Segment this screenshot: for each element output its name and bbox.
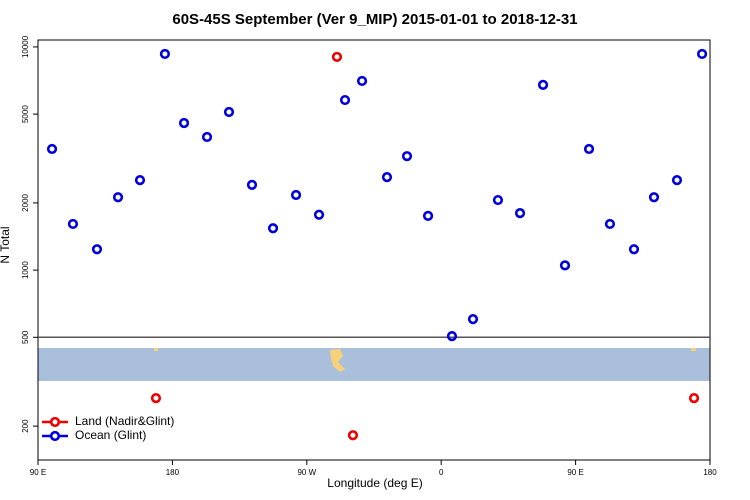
land-shape	[154, 348, 158, 351]
legend-marker	[49, 416, 61, 428]
y-tick-label: 5000	[21, 105, 30, 123]
land-shape	[691, 348, 696, 351]
point	[290, 189, 302, 201]
point	[331, 51, 343, 63]
point	[91, 244, 103, 255]
point	[401, 151, 413, 162]
point	[356, 75, 368, 87]
y-tick-label: 1000	[21, 261, 30, 279]
x-tick-label: 90 E	[30, 468, 46, 477]
x-tick-label: 90 E	[567, 468, 583, 477]
legend-label: Ocean (Glint)	[75, 428, 146, 442]
point	[339, 94, 351, 106]
point	[112, 192, 124, 203]
point	[46, 143, 58, 155]
point	[604, 218, 616, 230]
map-strip	[38, 348, 710, 381]
point	[347, 430, 359, 441]
y-tick-label: 500	[21, 330, 30, 344]
plot-frame	[37, 39, 711, 461]
y-tick-label: 10000	[21, 35, 30, 58]
y-axis-label: N Total	[0, 226, 12, 263]
point	[159, 48, 171, 60]
point	[150, 393, 162, 404]
point	[514, 208, 526, 219]
point	[267, 223, 279, 234]
point	[446, 331, 458, 342]
point	[67, 218, 79, 230]
point	[422, 210, 434, 221]
chart-title: 60S-45S September (Ver 9_MIP) 2015-01-01…	[172, 11, 577, 28]
point	[467, 314, 479, 325]
point	[492, 194, 504, 206]
point	[178, 117, 190, 129]
x-axis-label: Longitude (deg E)	[327, 476, 422, 490]
y-tick-label: 2000	[21, 193, 30, 211]
point	[671, 175, 683, 186]
point	[246, 179, 258, 190]
point	[648, 192, 660, 203]
point	[688, 393, 700, 404]
point	[223, 106, 235, 118]
x-tick-label: 180	[703, 468, 717, 477]
land-shape	[330, 349, 345, 372]
x-tick-label: 180	[166, 468, 180, 477]
point	[381, 172, 393, 183]
point	[583, 143, 595, 155]
legend-marker	[49, 430, 61, 442]
point	[696, 48, 708, 60]
point	[537, 79, 549, 90]
y-tick-label: 200	[21, 419, 30, 433]
point	[313, 209, 325, 220]
point	[201, 131, 213, 143]
x-tick-label: 90 W	[297, 468, 316, 477]
point	[134, 175, 146, 186]
point	[559, 260, 571, 271]
x-tick-label: 0	[439, 468, 444, 477]
point	[628, 244, 640, 255]
legend-label: Land (Nadir&Glint)	[75, 414, 174, 428]
